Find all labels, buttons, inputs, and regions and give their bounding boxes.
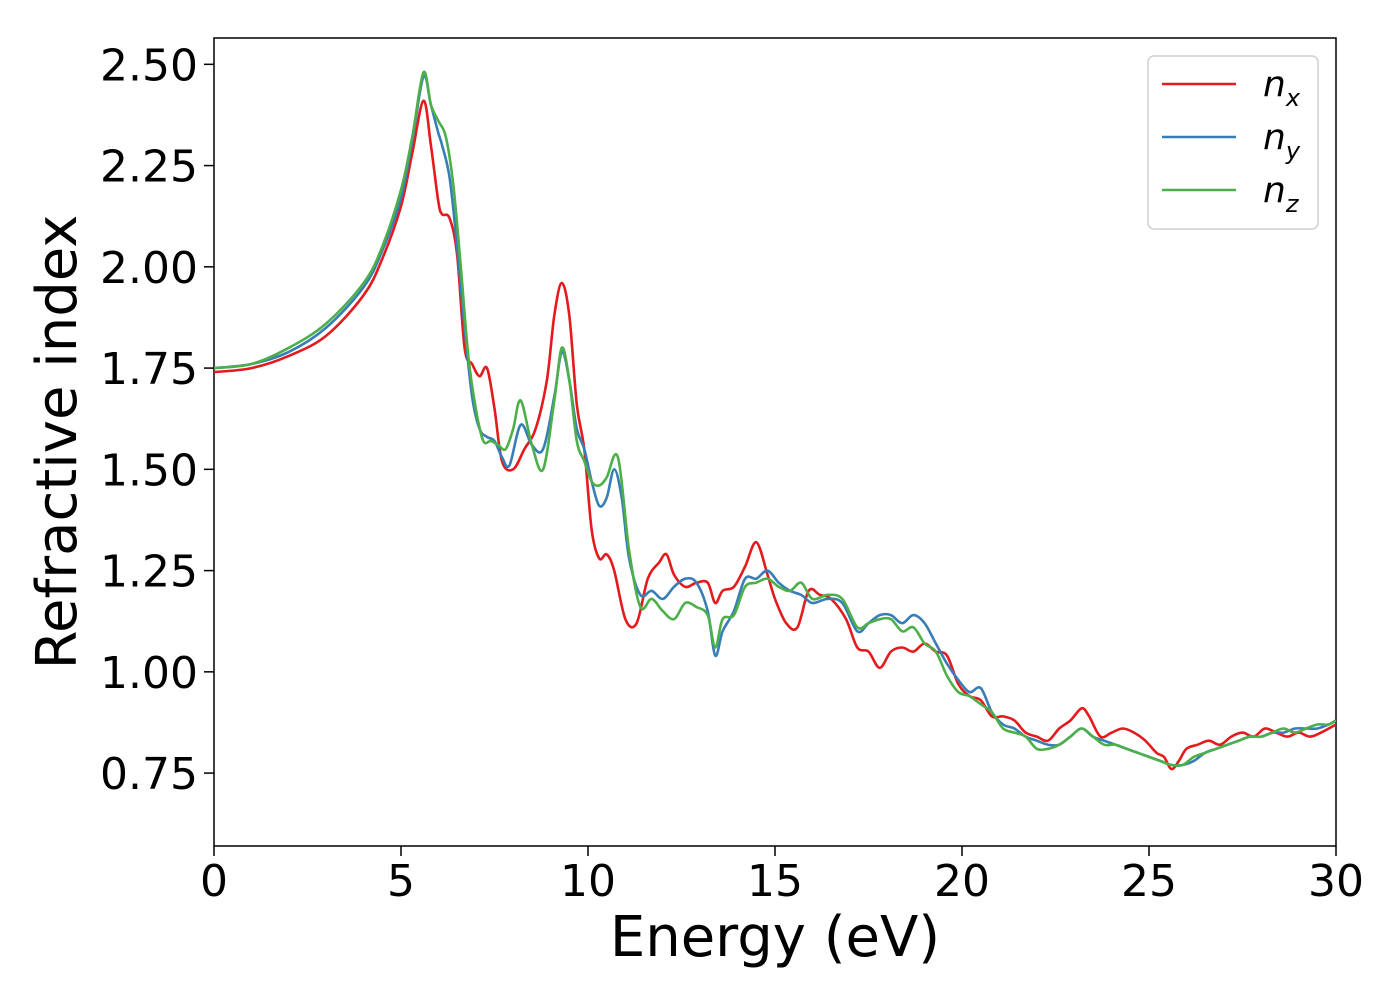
y-tick-label: 0.75 [100, 749, 198, 800]
x-axis: 0 5 10 15 20 25 30 [200, 846, 1364, 907]
legend-label-nx: nx [1263, 64, 1301, 112]
y-tick-label: 1.75 [100, 344, 198, 395]
y-tick-label: 2.50 [100, 40, 198, 91]
x-axis-title: Energy (eV) [610, 905, 940, 970]
x-tick-label: 15 [747, 856, 803, 907]
y-tick-label: 1.00 [100, 648, 198, 699]
legend-box [1147, 55, 1319, 230]
series-line-nz [214, 70, 1336, 768]
legend-label-ny: ny [1263, 117, 1301, 165]
x-tick-label: 30 [1308, 856, 1364, 907]
y-tick-label: 2.00 [100, 243, 198, 294]
y-axis-title: Refractive index [25, 215, 90, 670]
y-tick-label: 2.25 [100, 142, 198, 193]
x-tick-label: 25 [1121, 856, 1177, 907]
legend: nx ny nz [1147, 55, 1319, 230]
y-axis: 0.75 1.00 1.25 1.50 1.75 2.00 2.25 2.50 [100, 40, 214, 800]
x-tick-label: 5 [387, 856, 415, 907]
x-tick-label: 10 [560, 856, 616, 907]
y-tick-label: 1.50 [100, 445, 198, 496]
y-tick-label: 1.25 [100, 547, 198, 598]
x-tick-label: 0 [200, 856, 228, 907]
legend-label-nz: nz [1263, 170, 1300, 218]
x-tick-label: 20 [934, 856, 990, 907]
series-line-nx [214, 99, 1336, 771]
series-lines [214, 70, 1336, 771]
